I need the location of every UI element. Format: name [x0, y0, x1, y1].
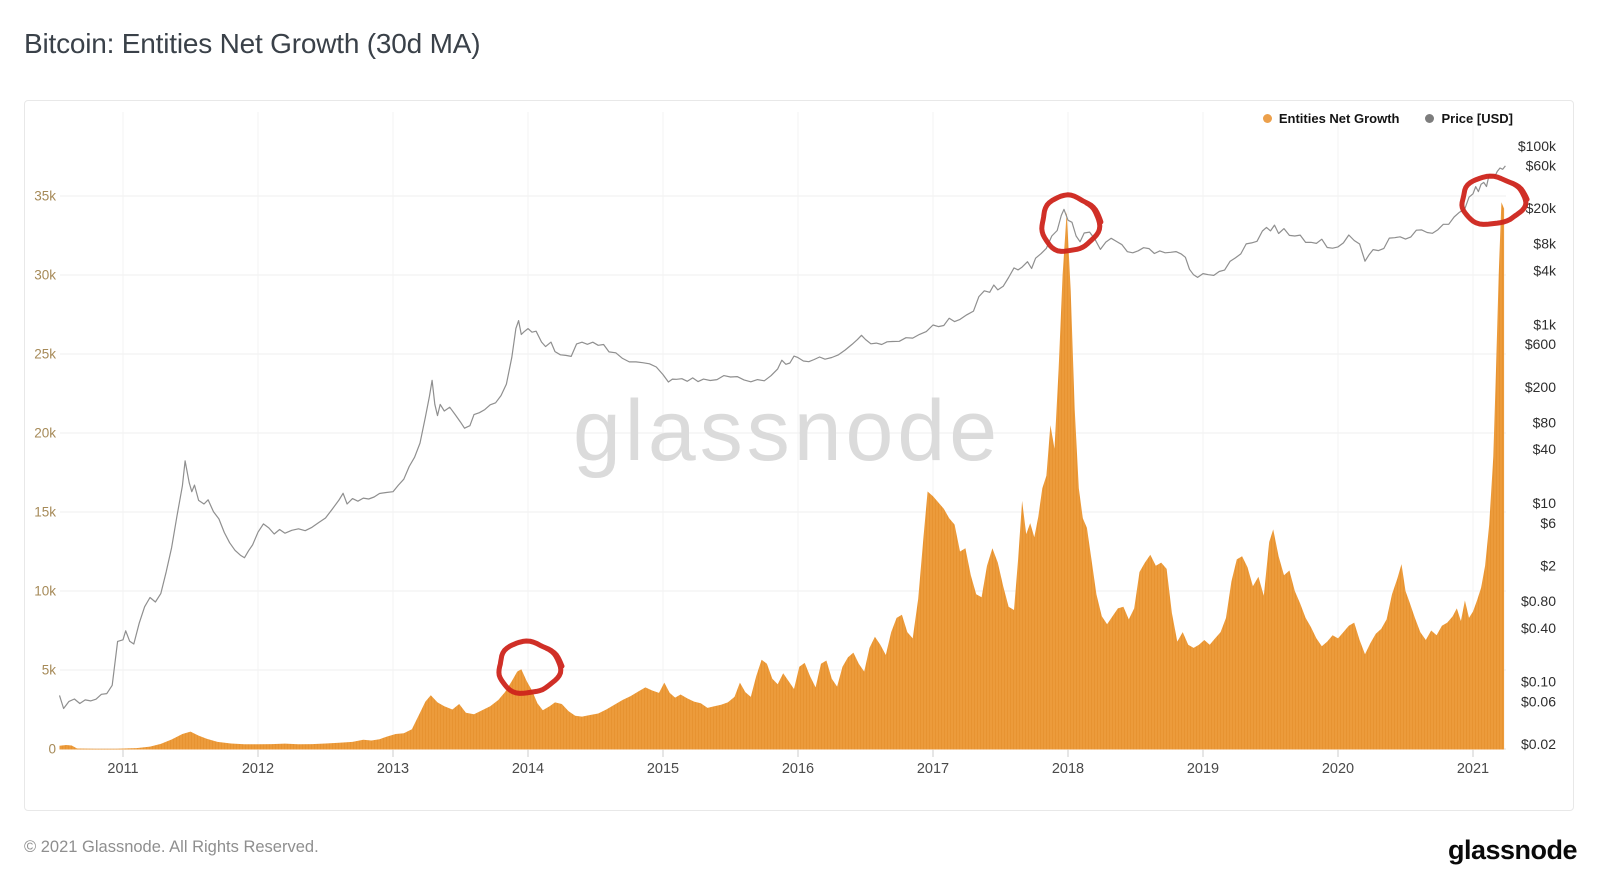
- price-usd-dot-icon: [1425, 114, 1435, 123]
- legend-label-entities: Entities Net Growth: [1278, 111, 1400, 126]
- legend-item-entities-net-growth[interactable]: Entities Net Growth: [1262, 111, 1400, 126]
- page-title: Bitcoin: Entities Net Growth (30d MA): [24, 28, 481, 59]
- legend-item-price-usd[interactable]: Price [USD]: [1425, 111, 1513, 126]
- entities-net-growth-dot-icon: [1262, 114, 1272, 123]
- legend: Entities Net Growth Price [USD]: [1262, 111, 1513, 126]
- chart-card: [24, 100, 1574, 811]
- legend-label-price: Price [USD]: [1441, 111, 1513, 126]
- footer-copyright: © 2021 Glassnode. All Rights Reserved.: [24, 838, 319, 856]
- glassnode-logo: glassnode: [1447, 835, 1578, 865]
